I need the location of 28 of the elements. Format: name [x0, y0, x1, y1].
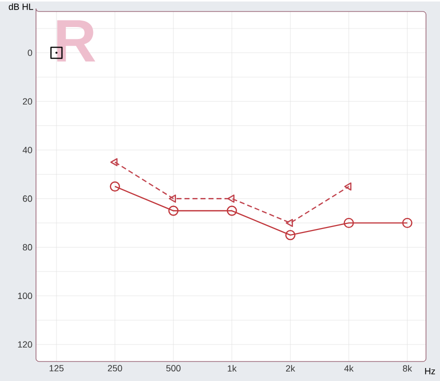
- point: [227, 194, 234, 202]
- x-tick-label: 125: [50, 364, 64, 372]
- x-tick-label: 8k: [402, 364, 412, 372]
- point: [110, 181, 120, 192]
- point: [168, 205, 179, 216]
- y-tick-label: 0: [28, 49, 32, 56]
- y-axis-title: dB HL: [8, 3, 34, 10]
- y-tick-label: 120: [18, 341, 32, 348]
- point: [402, 218, 412, 228]
- point: [168, 194, 176, 202]
- x-tick-label: 4k: [344, 364, 354, 372]
- x-tick-label: 2k: [286, 364, 296, 372]
- point: [110, 158, 118, 166]
- y-tick-label: 100: [18, 292, 32, 299]
- point: [344, 182, 352, 190]
- x-axis-title: Hz: [425, 368, 436, 374]
- point: [226, 205, 237, 216]
- x-tick-label: 500: [166, 364, 181, 372]
- point: [344, 218, 354, 228]
- x-tick-label: 250: [108, 364, 122, 372]
- point: [286, 218, 293, 227]
- y-tick-label: 60: [22, 195, 32, 202]
- y-tick-label: 80: [22, 244, 32, 250]
- point: [285, 230, 296, 240]
- x-tick-label: 1k: [228, 364, 237, 372]
- annotation: R: [57, 20, 96, 62]
- y-tick-label: 20: [22, 98, 32, 104]
- y-tick-label: 40: [22, 146, 32, 153]
